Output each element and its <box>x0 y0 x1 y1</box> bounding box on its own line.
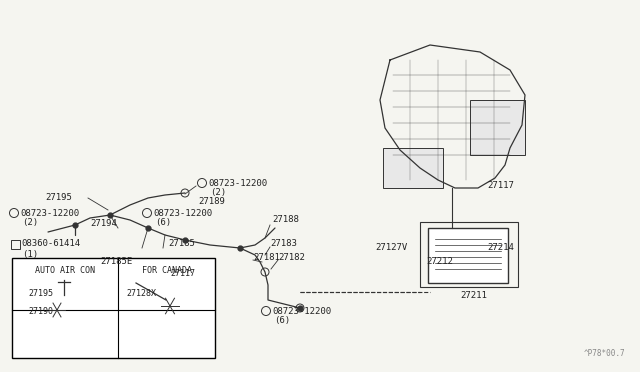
Text: 27183: 27183 <box>270 238 297 247</box>
Text: 27214: 27214 <box>487 244 514 253</box>
Text: 08723-12200: 08723-12200 <box>20 208 79 218</box>
Text: 27189: 27189 <box>198 198 225 206</box>
Text: 27188: 27188 <box>272 215 299 224</box>
Bar <box>12 258 215 358</box>
Text: 08723-12200: 08723-12200 <box>208 179 267 187</box>
Text: (2): (2) <box>210 189 226 198</box>
Text: 27117: 27117 <box>487 180 514 189</box>
Text: 27127V: 27127V <box>375 244 407 253</box>
Text: (2): (2) <box>22 218 38 228</box>
Text: 08360-61414: 08360-61414 <box>21 240 80 248</box>
Text: 27190: 27190 <box>28 308 53 317</box>
Text: 27195: 27195 <box>45 193 72 202</box>
Text: 27185: 27185 <box>168 240 195 248</box>
Bar <box>10 240 19 248</box>
Bar <box>420 222 518 287</box>
Text: 27185E: 27185E <box>100 257 132 266</box>
Text: AUTO AIR CON: AUTO AIR CON <box>35 266 95 275</box>
Text: 27212: 27212 <box>426 257 453 266</box>
Text: FOR CANADA: FOR CANADA <box>141 266 191 275</box>
Bar <box>428 228 508 283</box>
Text: ^P78*00.7: ^P78*00.7 <box>584 349 625 358</box>
Text: 27182: 27182 <box>278 253 305 262</box>
Text: 08723-12200: 08723-12200 <box>272 307 331 315</box>
Text: (1): (1) <box>22 250 38 259</box>
Text: (6): (6) <box>155 218 171 228</box>
Text: 27128X: 27128X <box>126 289 156 298</box>
Text: 27195: 27195 <box>28 289 53 298</box>
Text: (6): (6) <box>274 317 290 326</box>
Text: 27194: 27194 <box>90 219 117 228</box>
Text: 27211: 27211 <box>460 291 487 299</box>
Bar <box>470 100 525 155</box>
Text: 08723-12200: 08723-12200 <box>153 208 212 218</box>
Text: 27117: 27117 <box>170 269 195 278</box>
Bar <box>383 148 443 188</box>
Text: 27181: 27181 <box>253 253 280 262</box>
